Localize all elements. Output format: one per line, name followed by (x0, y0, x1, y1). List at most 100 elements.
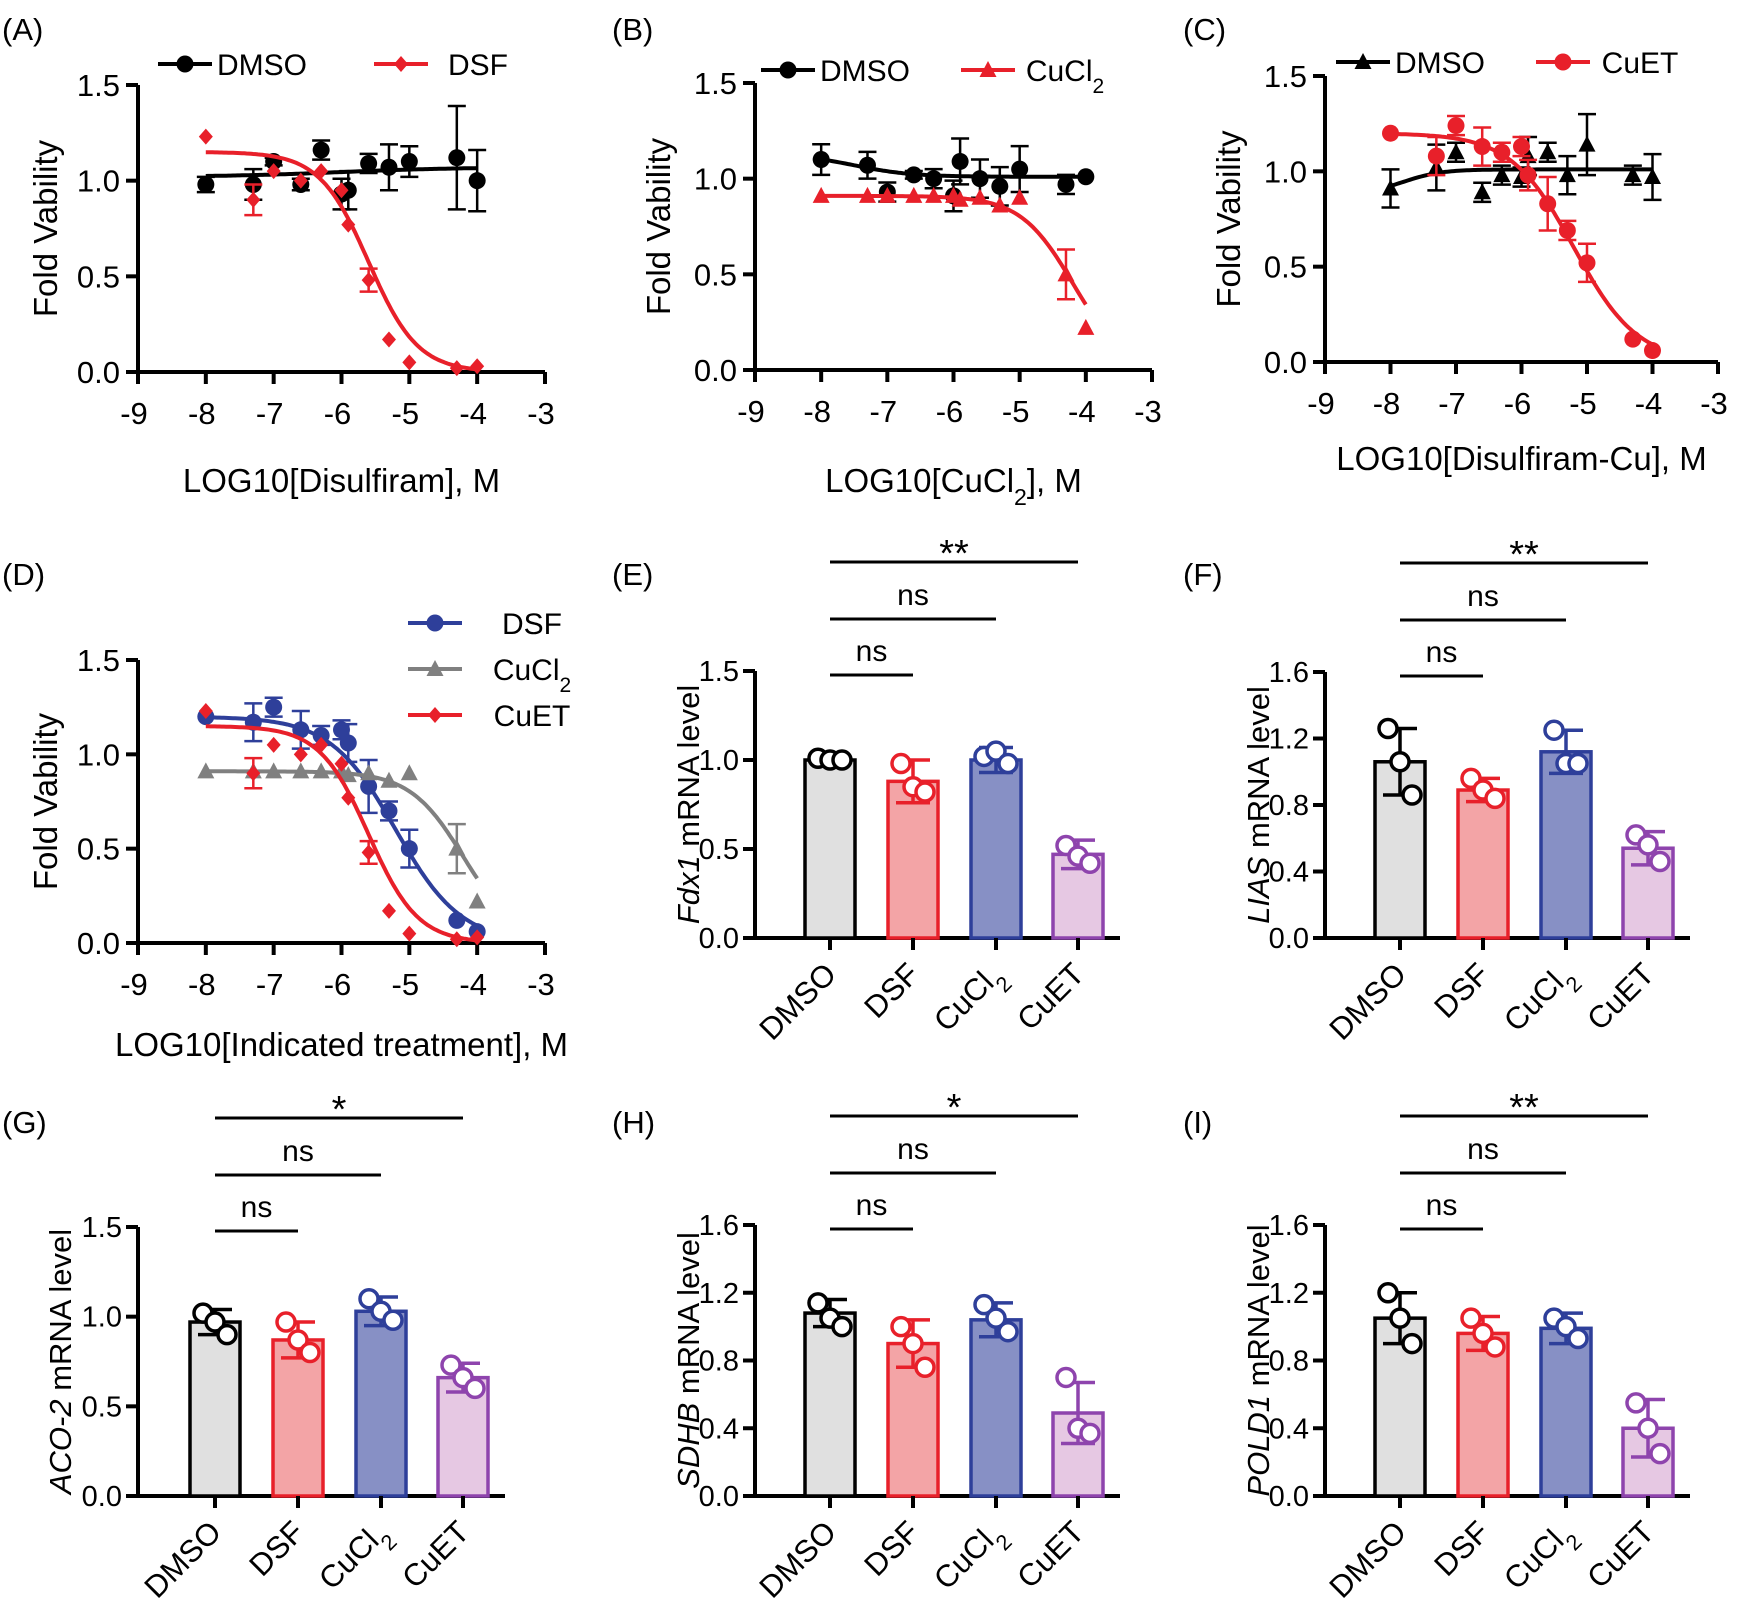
data-point (314, 736, 329, 753)
x-tick-label: CuET (1580, 1514, 1661, 1595)
data-point (1558, 221, 1576, 239)
data-point (246, 765, 261, 782)
replicate-point (299, 1341, 321, 1364)
data-point (905, 166, 923, 184)
replicate-point (1637, 1417, 1659, 1439)
legend-marker (394, 56, 408, 72)
y-axis-label: Fold Vability (1210, 130, 1247, 308)
x-tick-label: -7 (1438, 386, 1466, 421)
replicate-point (985, 1307, 1007, 1329)
fit-curve-cuet (205, 724, 478, 943)
data-point (265, 698, 283, 716)
data-point (1382, 179, 1399, 196)
replicate-point (1567, 1327, 1589, 1350)
y-tick-label: 1.5 (694, 66, 737, 101)
y-tick-label: 1.6 (1269, 1210, 1309, 1242)
legend-label: DSF (502, 608, 562, 641)
data-point (1578, 135, 1596, 152)
panel-c: (C) 0.0 0.5 1.0 1.5 -9 -8 -7 -6 -5 -4 -3 LOG10[Disul… (1183, 12, 1728, 477)
replicate-point (1389, 751, 1411, 773)
x-tick-label: DSF (1427, 1514, 1496, 1583)
x-tick-label: -9 (120, 967, 148, 1002)
legend-label: DMSO (217, 49, 307, 82)
data-point (1057, 265, 1075, 282)
data-point (812, 186, 830, 203)
data-point (951, 152, 969, 170)
y-axis-label: Fold Vability (27, 139, 64, 317)
significance-label: ns (1426, 1189, 1458, 1222)
replicate-point (1079, 1422, 1101, 1445)
x-tick-label: DMSO (1322, 1514, 1413, 1605)
x-tick-label: -9 (737, 394, 765, 429)
legend-label: CuET (494, 700, 571, 733)
data-point (1011, 160, 1029, 178)
x-tick-label: -8 (188, 396, 216, 431)
data-point (448, 911, 466, 929)
data-point (1624, 166, 1642, 183)
x-tick-label: DMSO (752, 1514, 843, 1605)
y-axis-label: LIAS mRNA level (1241, 686, 1276, 924)
x-tick-label: -3 (527, 396, 555, 431)
y-tick-label: 1.2 (1269, 724, 1309, 756)
replicate-point (1484, 1336, 1506, 1358)
legend-label: CuET (1602, 47, 1679, 80)
replicate-point (216, 1323, 238, 1346)
y-axis-label: Fold Vability (27, 712, 64, 890)
x-tick-label: CuCl2 (312, 1514, 401, 1603)
x-tick-label: -4 (1068, 394, 1096, 429)
x-tick-label: -8 (803, 394, 831, 429)
data-point (1493, 143, 1511, 161)
x-tick-label: CuET (395, 1514, 476, 1595)
x-tick-label: CuCl2 (927, 1514, 1016, 1603)
legend-marker (1354, 53, 1372, 69)
bar-dsf (886, 779, 940, 940)
data-point (292, 721, 310, 739)
replicate-point (1472, 1322, 1494, 1345)
y-tick-label: 0.5 (77, 832, 120, 867)
data-point (470, 929, 485, 946)
legend-marker (979, 61, 997, 77)
y-tick-label: 0.5 (1264, 250, 1307, 285)
replicate-point (1625, 1392, 1647, 1414)
replicate-point (358, 1287, 380, 1310)
y-tick-label: 0.0 (1269, 1481, 1309, 1513)
x-tick-label: CuCl2 (1497, 1514, 1586, 1603)
replicate-point (890, 752, 912, 775)
panel-label: (E) (612, 557, 653, 592)
x-tick-label: -8 (1373, 386, 1401, 421)
y-tick-label: 0.8 (1269, 790, 1309, 822)
panel-label: (A) (2, 12, 43, 47)
x-tick-label: -3 (1700, 386, 1728, 421)
data-point (468, 892, 486, 909)
panel-label: (I) (1183, 1105, 1212, 1140)
replicate-point (890, 1315, 912, 1338)
y-axis-label: POLD1 mRNA level (1241, 1224, 1276, 1496)
y-tick-label: 1.2 (699, 1278, 739, 1310)
data-point (449, 931, 464, 948)
data-point (341, 789, 356, 806)
data-point (360, 154, 378, 172)
y-tick-label: 1.5 (1264, 59, 1307, 94)
data-point (312, 762, 330, 779)
data-point (266, 163, 281, 180)
data-point (1427, 147, 1445, 165)
data-point (1011, 188, 1029, 205)
replicate-point (997, 752, 1019, 775)
x-tick-label: -5 (1569, 386, 1597, 421)
replicate-point (1377, 717, 1399, 740)
x-axis-label: LOG10[Disulfiram], M (183, 462, 500, 499)
replicate-point (440, 1354, 462, 1376)
y-axis-label: Fold Vability (640, 137, 677, 315)
data-point (991, 196, 1009, 213)
data-point (334, 755, 349, 772)
y-tick-label: 0.0 (77, 926, 120, 961)
significance-label: ns (1426, 636, 1458, 669)
replicate-point (914, 1356, 936, 1379)
data-point (341, 216, 356, 233)
significance-label: ns (241, 1191, 273, 1224)
